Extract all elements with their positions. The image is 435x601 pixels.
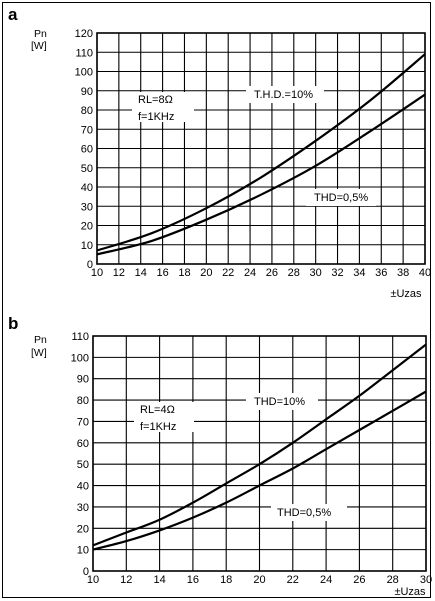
y-tick-label: 0 <box>83 566 89 578</box>
annotation-label-thd05: THD=0,5% <box>314 192 368 204</box>
series-line-thd-0-5 <box>92 390 427 551</box>
x-tick-label: 32 <box>331 267 343 279</box>
plot-area-border <box>96 32 426 265</box>
y-tick-label: 90 <box>81 86 93 98</box>
y-tick-label: 30 <box>81 201 93 213</box>
y-tick-label: 20 <box>81 221 93 233</box>
y-tick-label: 10 <box>81 240 93 252</box>
x-tick-label: 28 <box>387 574 399 586</box>
y-tick-label: 60 <box>81 144 93 156</box>
x-tick-label: 30 <box>310 267 322 279</box>
annotation-cond-freq: f=1KHz <box>138 111 174 123</box>
x-tick-label: 24 <box>320 574 332 586</box>
x-tick-label: 24 <box>244 267 256 279</box>
y-tick-label: 80 <box>77 395 89 407</box>
annotation-box <box>306 189 376 206</box>
annotation-cond-freq: f=1KHz <box>140 421 176 433</box>
annotation-label-thd05: THD=0,5% <box>277 507 331 519</box>
y-tick-label: 100 <box>75 67 93 79</box>
y-tick-label: 80 <box>81 105 93 117</box>
annotation-box <box>132 92 194 122</box>
x-tick-label: 26 <box>266 267 278 279</box>
figure-frame <box>2 2 431 598</box>
series-line-thd-10 <box>96 53 426 252</box>
x-tick-label: 16 <box>156 267 168 279</box>
x-tick-label: 14 <box>153 574 165 586</box>
x-tick-label: 20 <box>200 267 212 279</box>
y-axis-label: Pn <box>34 28 47 40</box>
x-tick-label: 28 <box>288 267 300 279</box>
x-axis-label: ±Uzas <box>394 586 426 598</box>
x-tick-label: 34 <box>353 267 365 279</box>
series-line-thd-0-5 <box>96 93 426 256</box>
series-line-thd-10 <box>92 343 427 547</box>
x-tick-label: 12 <box>113 267 125 279</box>
y-tick-label: 70 <box>81 124 93 136</box>
annotation-box <box>246 393 318 410</box>
y-axis-label: [W] <box>31 40 47 52</box>
annotation-label-thd10: T.H.D.=10% <box>254 89 313 101</box>
x-tick-label: 36 <box>375 267 387 279</box>
y-tick-label: 60 <box>77 438 89 450</box>
y-tick-label: 70 <box>77 416 89 428</box>
panel-letter: b <box>8 314 18 333</box>
y-tick-label: 10 <box>77 545 89 557</box>
annotation-cond-load: RL=8Ω <box>138 94 173 106</box>
x-tick-label: 18 <box>178 267 190 279</box>
x-tick-label: 38 <box>397 267 409 279</box>
x-tick-label: 22 <box>222 267 234 279</box>
x-tick-label: 18 <box>220 574 232 586</box>
y-tick-label: 0 <box>87 259 93 271</box>
y-tick-label: 50 <box>77 459 89 471</box>
x-tick-label: 12 <box>120 574 132 586</box>
annotation-label-thd10: THD=10% <box>254 396 305 408</box>
y-tick-label: 30 <box>77 502 89 514</box>
annotation-box <box>271 504 347 521</box>
y-tick-label: 100 <box>71 352 89 364</box>
y-tick-label: 120 <box>75 28 93 40</box>
y-tick-label: 90 <box>77 374 89 386</box>
y-axis-label: [W] <box>31 347 47 359</box>
x-tick-label: 16 <box>187 574 199 586</box>
x-tick-label: 10 <box>91 267 103 279</box>
y-tick-label: 110 <box>71 331 89 343</box>
x-axis-label: ±Uzas <box>390 288 422 300</box>
x-tick-label: 22 <box>287 574 299 586</box>
y-axis-label: Pn <box>34 334 47 346</box>
annotation-cond-load: RL=4Ω <box>140 404 175 416</box>
panel-letter: a <box>8 5 18 24</box>
y-tick-label: 40 <box>77 481 89 493</box>
annotation-box <box>134 402 194 432</box>
plot-area-border <box>92 335 427 572</box>
x-tick-label: 30 <box>420 574 432 586</box>
y-tick-label: 110 <box>75 47 93 59</box>
x-tick-label: 10 <box>87 574 99 586</box>
y-tick-label: 40 <box>81 182 93 194</box>
x-tick-label: 26 <box>353 574 365 586</box>
annotation-box <box>246 86 324 103</box>
x-tick-label: 40 <box>419 267 431 279</box>
y-tick-label: 50 <box>81 163 93 175</box>
x-tick-label: 20 <box>253 574 265 586</box>
y-tick-label: 20 <box>77 523 89 535</box>
x-tick-label: 14 <box>135 267 147 279</box>
